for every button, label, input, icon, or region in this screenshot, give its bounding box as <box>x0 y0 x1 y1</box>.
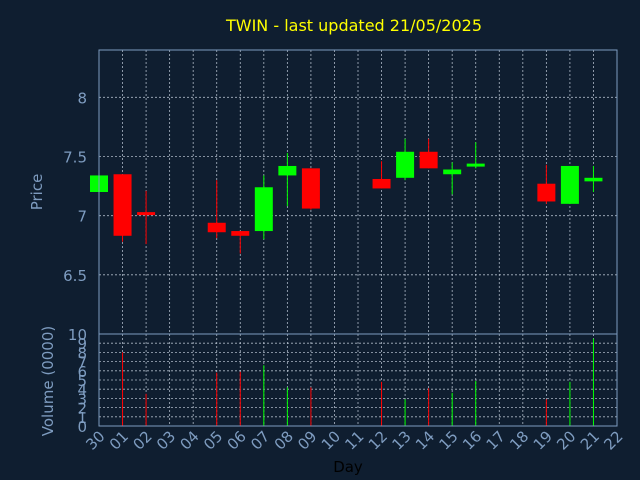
volume-tick-label: 2 <box>77 400 87 418</box>
day-tick-label: 17 <box>483 427 509 453</box>
day-tick-label: 05 <box>200 427 226 453</box>
day-tick-label: 18 <box>506 427 532 453</box>
volume-tick-label: 3 <box>77 390 87 408</box>
volume-tick-label: 0 <box>77 418 87 436</box>
day-tick-label: 21 <box>577 427 603 453</box>
volume-tick-label: 9 <box>77 335 87 353</box>
day-tick-label: 20 <box>553 427 579 453</box>
volume-axis-label: Volume (0000) <box>39 326 57 436</box>
day-tick-label: 11 <box>341 427 367 453</box>
day-tick-label: 10 <box>318 427 344 453</box>
chart-title: TWIN - last updated 21/05/2025 <box>225 16 482 35</box>
candle-body <box>113 174 132 236</box>
price-panel: 6.5 7 7.5 8 <box>63 49 618 335</box>
day-tick-label: 14 <box>412 427 438 453</box>
day-tick-label: 04 <box>177 427 203 453</box>
day-tick-label: 13 <box>388 427 414 453</box>
day-tick-label: 03 <box>153 427 179 453</box>
day-tick-label: 01 <box>106 427 132 453</box>
candle-body <box>207 222 226 233</box>
candle-body <box>537 183 556 202</box>
candle-body <box>419 151 438 169</box>
volume-tick-label: 1 <box>77 409 87 427</box>
price-axis-label: Price <box>28 174 46 211</box>
day-tick-label: 16 <box>459 427 485 453</box>
day-tick-label: 02 <box>129 427 155 453</box>
day-axis-label: Day <box>333 458 363 476</box>
volume-tick-label: 6 <box>77 363 87 381</box>
volume-panel: 0123456789103001020304050607080910111213… <box>68 326 627 454</box>
volume-frame <box>98 333 618 427</box>
day-tick-label: 09 <box>294 427 320 453</box>
candle-body <box>278 165 297 176</box>
day-tick-label: 22 <box>600 427 626 453</box>
day-tick-label: 12 <box>365 427 391 453</box>
price-tick-label: 8 <box>77 89 87 107</box>
candle-body <box>466 163 485 167</box>
candle-body <box>443 169 462 175</box>
volume-tick-label: 7 <box>77 354 87 372</box>
day-tick-label: 19 <box>530 427 556 453</box>
day-tick-label: 08 <box>271 427 297 453</box>
day-tick-label: 07 <box>247 427 273 453</box>
candle-body <box>372 178 391 189</box>
candle-body <box>584 177 603 182</box>
volume-tick-label: 5 <box>77 372 87 390</box>
candle-body <box>137 212 156 216</box>
volume-tick-label: 4 <box>77 381 87 399</box>
price-tick-label: 6.5 <box>63 267 87 285</box>
price-tick-label: 7.5 <box>63 149 87 167</box>
candle-body <box>231 231 250 236</box>
volume-tick-label: 10 <box>68 326 87 344</box>
price-tick-label: 7 <box>77 208 87 226</box>
day-tick-label: 06 <box>224 427 250 453</box>
candle-body <box>560 165 579 204</box>
candle-body <box>396 151 415 178</box>
volume-tick-label: 8 <box>77 344 87 362</box>
candle-body <box>254 187 273 232</box>
candle-body <box>301 168 320 209</box>
day-tick-label: 15 <box>436 427 462 453</box>
